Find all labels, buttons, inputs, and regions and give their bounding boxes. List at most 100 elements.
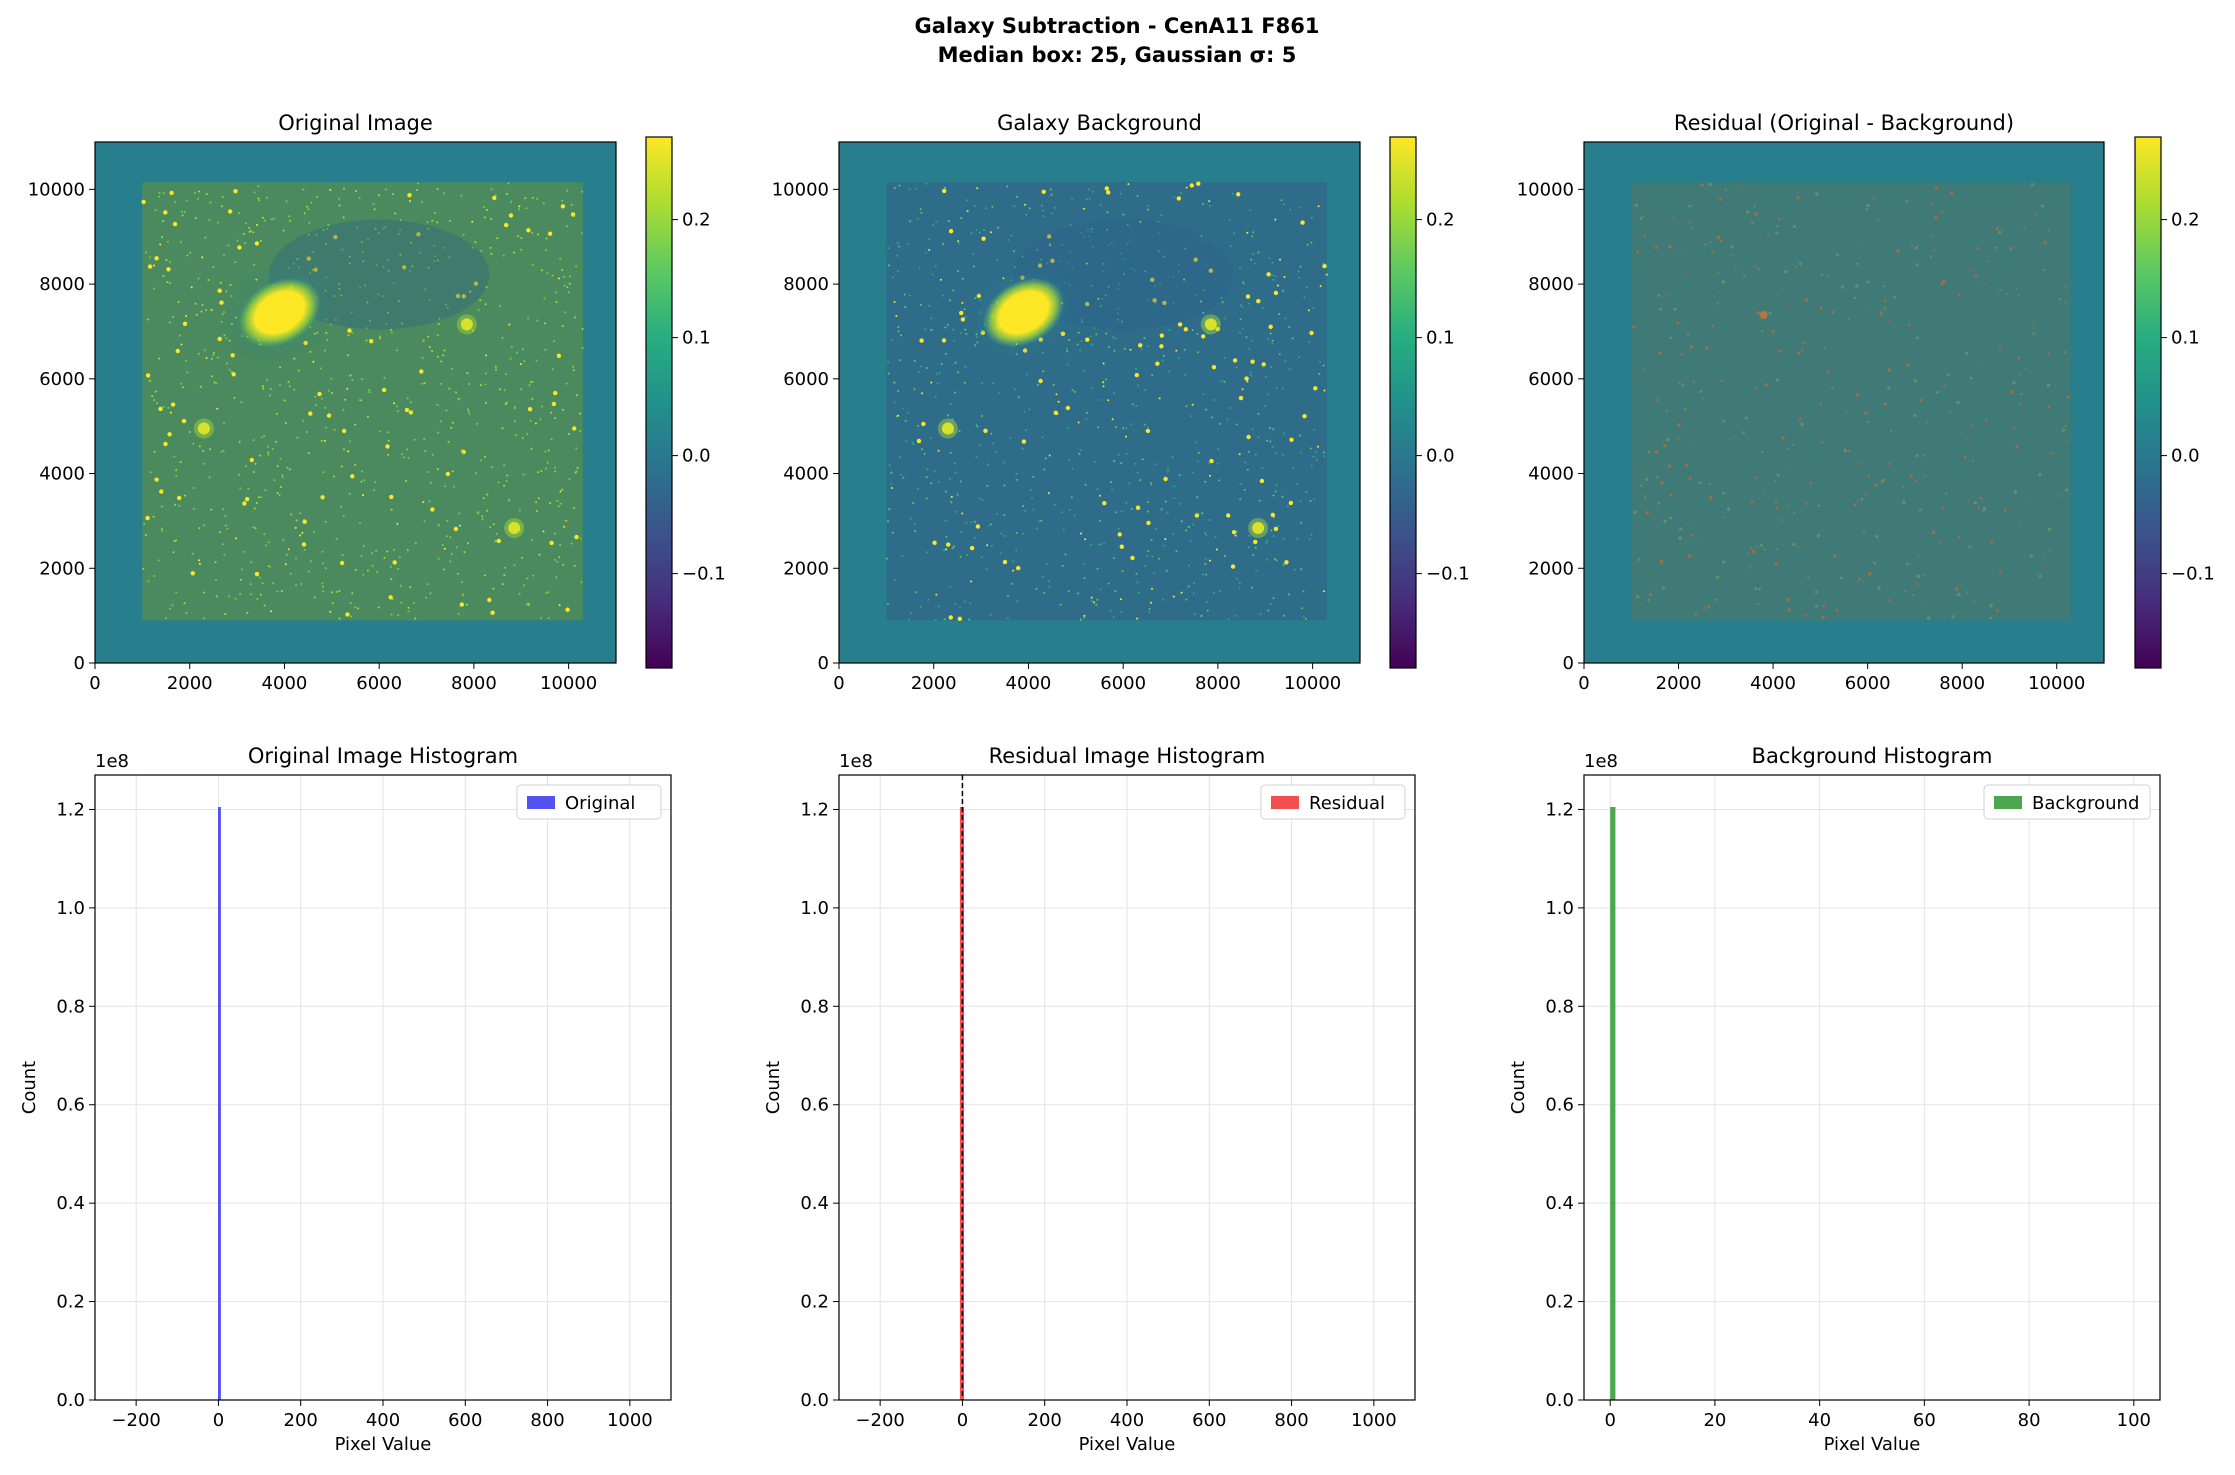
image-panel-1: Original Image 0 2000 4000 6000 8000 10000 0 200… <box>28 111 726 694</box>
y-tick-label: 6000 <box>39 369 85 390</box>
x-tick-label: 2000 <box>1656 673 1702 694</box>
bright-source <box>508 522 521 535</box>
colorbar: −0.1 0.0 0.1 0.2 <box>645 136 726 669</box>
x-tick-label: 2000 <box>167 673 213 694</box>
y-tick-label: 2000 <box>783 558 829 579</box>
legend-label: Residual <box>1309 793 1385 814</box>
y-tick-label: 10000 <box>1517 179 1574 200</box>
colorbar-tick-label: −0.1 <box>1426 564 1470 585</box>
bright-source <box>1252 522 1265 535</box>
figure-title-line1: Galaxy Subtraction - CenA11 F861 <box>915 14 1320 38</box>
x-tick-label: 0 <box>89 673 100 694</box>
panel-title: Residual Image Histogram <box>989 744 1266 768</box>
histogram-bar <box>1610 806 1616 1400</box>
bright-source-glow <box>1248 518 1269 539</box>
x-tick-label: 600 <box>1192 1410 1226 1431</box>
image-data-region <box>142 182 583 621</box>
y-tick-label: 0.2 <box>800 1292 829 1313</box>
colorbar-tick-label: 0.1 <box>682 328 711 349</box>
x-tick-label: 0 <box>957 1410 968 1431</box>
x-axis-label: Pixel Value <box>335 1434 432 1455</box>
bright-source <box>941 422 954 435</box>
x-tick-label: 1000 <box>607 1410 653 1431</box>
colorbar: −0.1 0.0 0.1 0.2 <box>2134 136 2215 669</box>
colorbar-tick-label: −0.1 <box>2171 564 2215 585</box>
y-tick-label: 1.0 <box>1545 898 1574 919</box>
x-axis-label: Pixel Value <box>1824 1434 1921 1455</box>
bright-source <box>197 422 210 435</box>
x-tick-label: 4000 <box>1750 673 1796 694</box>
bright-source-glow <box>193 418 214 439</box>
axes-frame <box>94 141 617 664</box>
x-tick-label: 20 <box>1703 1410 1726 1431</box>
x-tick-label: 4000 <box>262 673 308 694</box>
x-tick-label: 4000 <box>1006 673 1052 694</box>
bright-source <box>1759 310 1768 319</box>
bright-source <box>1204 318 1217 331</box>
y-tick-label: 0.2 <box>1545 1292 1574 1313</box>
star-field <box>141 182 584 620</box>
colorbar-tick-label: 0.0 <box>2171 446 2200 467</box>
legend: Background <box>1983 784 2151 820</box>
y-tick-label: 0.4 <box>56 1193 85 1214</box>
histogram-panel-1: Original Image Histogram −200 0 200 400 600 80… <box>19 744 672 1455</box>
colorbar-gradient <box>645 136 673 669</box>
legend-box <box>516 784 662 820</box>
legend-swatch <box>1271 796 1299 809</box>
x-tick-label: 400 <box>1110 1410 1144 1431</box>
x-tick-label: 8000 <box>451 673 497 694</box>
y-tick-label: 0.4 <box>800 1193 829 1214</box>
x-tick-label: 8000 <box>1195 673 1241 694</box>
y-tick-label: 4000 <box>39 464 85 485</box>
y-tick-label: 0.6 <box>56 1095 85 1116</box>
y-offset-label: 1e8 <box>1584 751 1618 772</box>
legend-swatch <box>527 796 555 809</box>
y-tick-label: 1.0 <box>800 898 829 919</box>
image-panel-3: Residual (Original - Background) 0 2000 400… <box>1517 111 2215 694</box>
x-tick-label: 10000 <box>540 673 597 694</box>
x-tick-label: 6000 <box>356 673 402 694</box>
bright-source-glow <box>937 418 958 439</box>
x-tick-label: 400 <box>366 1410 400 1431</box>
star-field <box>1632 182 2070 621</box>
x-tick-label: −200 <box>855 1410 904 1431</box>
x-tick-label: 60 <box>1913 1410 1936 1431</box>
x-tick-label: 100 <box>2117 1410 2151 1431</box>
y-tick-label: 10000 <box>28 179 85 200</box>
colorbar-tick-label: 0.2 <box>682 210 711 231</box>
y-tick-label: 0 <box>818 653 829 674</box>
legend-box <box>1260 784 1406 820</box>
colorbar-tick-label: 0.1 <box>1426 328 1455 349</box>
legend: Original <box>516 784 662 820</box>
y-axis-label: Count <box>19 1061 40 1114</box>
colorbar-tick-label: 0.0 <box>682 446 711 467</box>
legend-swatch <box>1994 796 2022 809</box>
legend-label: Original <box>565 793 635 814</box>
galaxy-core <box>982 277 1065 348</box>
y-tick-label: 6000 <box>1528 369 1574 390</box>
y-tick-label: 4000 <box>1528 464 1574 485</box>
x-tick-label: 800 <box>530 1410 564 1431</box>
x-tick-label: 40 <box>1808 1410 1831 1431</box>
y-tick-label: 8000 <box>1528 274 1574 295</box>
x-axis-label: Pixel Value <box>1079 1434 1176 1455</box>
axes-background <box>1584 775 2160 1400</box>
y-tick-label: 4000 <box>783 464 829 485</box>
y-tick-label: 1.0 <box>56 898 85 919</box>
bright-source-glow <box>504 518 525 539</box>
x-tick-label: 600 <box>448 1410 482 1431</box>
y-tick-label: 8000 <box>783 274 829 295</box>
legend-label: Background <box>2032 793 2139 814</box>
colorbar-tick-label: 0.1 <box>2171 328 2200 349</box>
x-tick-label: 200 <box>1028 1410 1062 1431</box>
y-tick-label: 0.8 <box>1545 996 1574 1017</box>
y-tick-label: 10000 <box>772 179 829 200</box>
colorbar: −0.1 0.0 0.1 0.2 <box>1389 136 1470 669</box>
y-offset-label: 1e8 <box>95 751 129 772</box>
y-tick-label: 1.2 <box>800 799 829 820</box>
colorbar-tick-label: −0.1 <box>682 564 726 585</box>
panel-title: Galaxy Background <box>997 111 1202 135</box>
image-panel-2: Galaxy Background 0 2000 4000 6000 8000 10000 0… <box>772 111 1470 694</box>
figure-title-line2: Median box: 25, Gaussian σ: 5 <box>938 43 1297 67</box>
